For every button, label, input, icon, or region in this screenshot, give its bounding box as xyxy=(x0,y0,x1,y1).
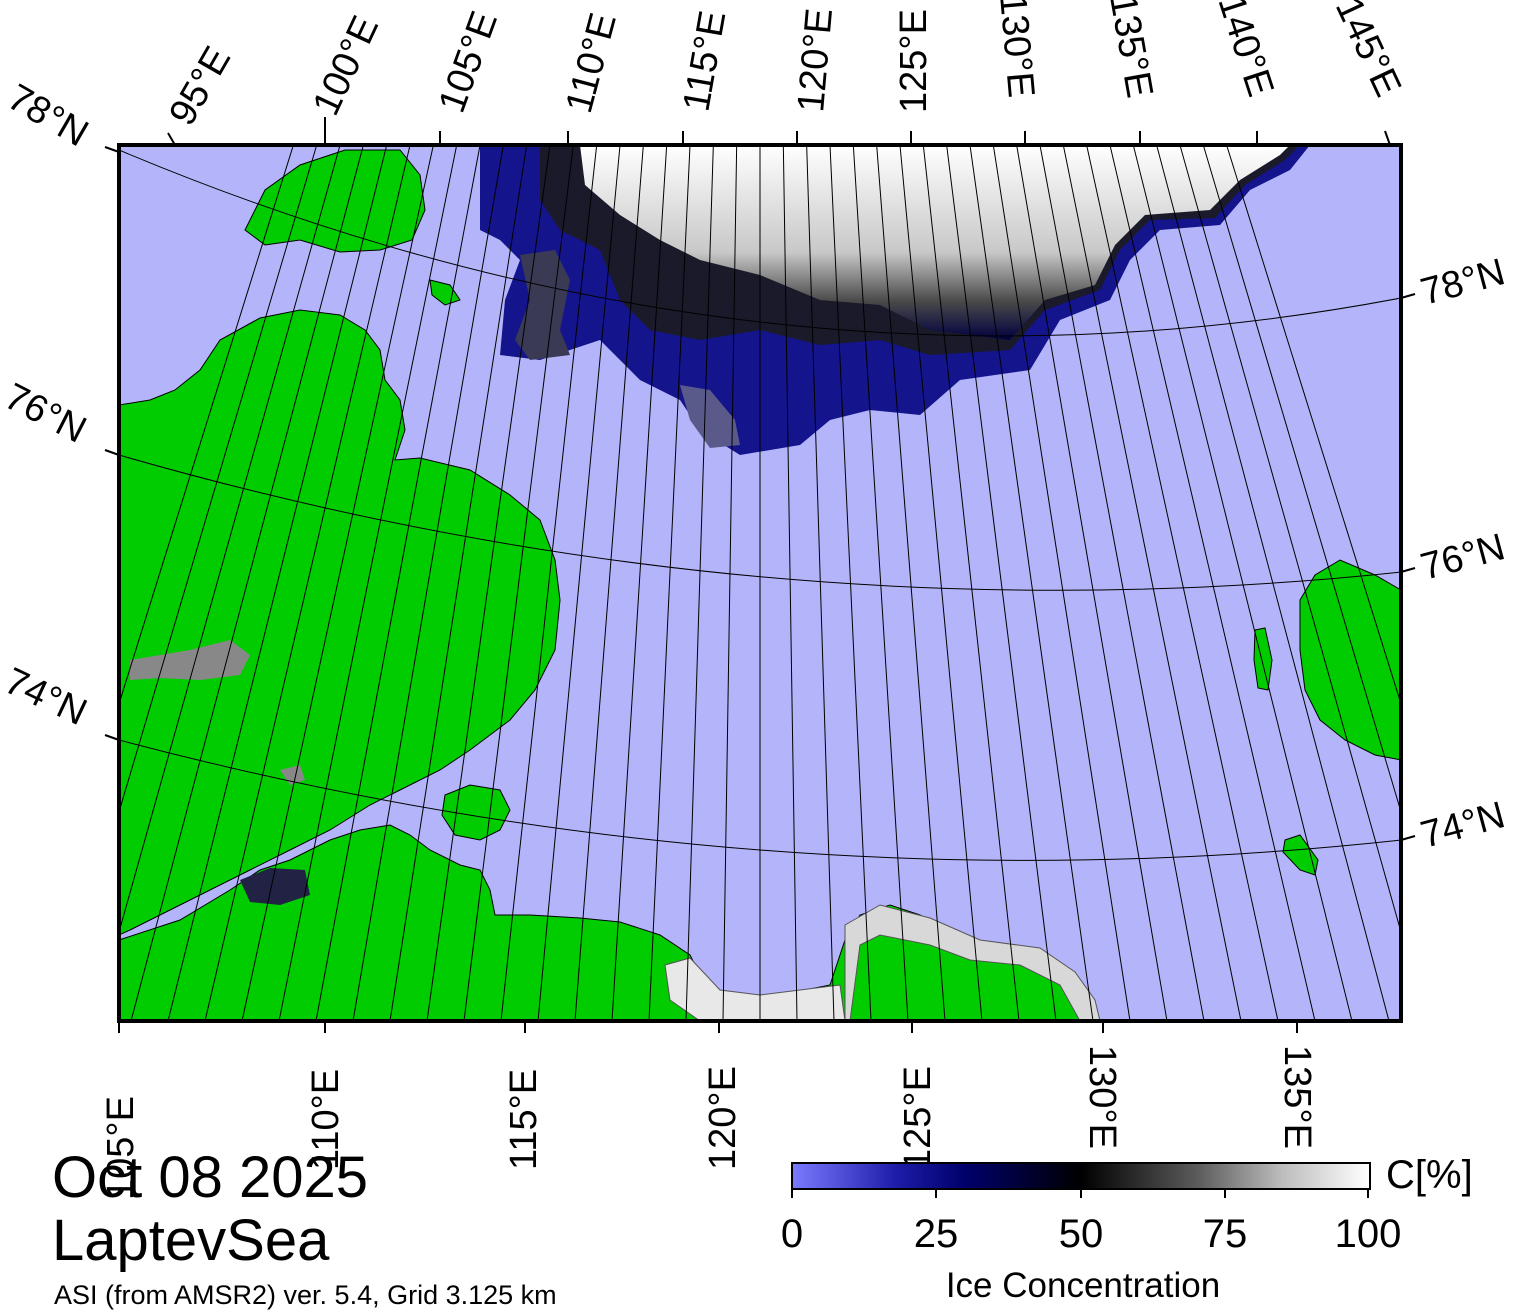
axis-ticks xyxy=(104,117,1416,1033)
colorbar-title: Ice Concentration xyxy=(945,1266,1221,1305)
top-lon-label: 110°E xyxy=(558,9,625,118)
meridian-line xyxy=(876,145,946,1021)
meridian-line xyxy=(648,145,691,1021)
top-lon-label: 105°E xyxy=(431,6,506,118)
meridian-line xyxy=(278,145,458,1021)
top-lon-label: 120°E xyxy=(790,7,841,114)
meridian-line xyxy=(537,145,621,1021)
bottom-lon-label: 135°E xyxy=(1276,1045,1318,1149)
meridian-line xyxy=(463,145,574,1021)
sea-ice-floe xyxy=(515,250,570,360)
meridian-line xyxy=(426,145,551,1021)
meridian-line xyxy=(315,145,481,1021)
meridian-line xyxy=(241,145,434,1021)
left-lat-label: 76°N xyxy=(0,376,93,452)
meridian-line xyxy=(1086,145,1279,1021)
land-kotelny xyxy=(1299,559,1401,761)
sea-ice-floe xyxy=(680,385,740,448)
coastal-ice xyxy=(664,957,846,1021)
top-lon-label: 125°E xyxy=(893,9,935,113)
meridian-line xyxy=(806,145,835,1021)
bottom-lon-label: 115°E xyxy=(503,1069,545,1170)
meridian-line xyxy=(130,145,364,1021)
meridian-line xyxy=(167,145,388,1021)
top-lon-label: 130°E xyxy=(991,0,1042,99)
top-lon-label: 140°E xyxy=(1209,0,1281,102)
meridian-line xyxy=(119,145,341,934)
top-lon-label: 100°E xyxy=(305,10,387,122)
colorbar-tick-label: 50 xyxy=(1058,1212,1104,1256)
top-lon-label: 115°E xyxy=(676,8,735,115)
meridian-line xyxy=(1062,145,1242,1021)
land-islet xyxy=(1282,834,1319,876)
meridian-line xyxy=(1039,145,1205,1021)
top-lon-label: 95°E xyxy=(161,40,239,133)
bottom-lon-label: 105°E xyxy=(100,1096,142,1200)
meridian-line xyxy=(352,145,504,1021)
colorbar-tick-label: 75 xyxy=(1202,1212,1248,1256)
meridian-line xyxy=(685,145,714,1021)
meridian-line xyxy=(611,145,668,1021)
land-gray-patch xyxy=(280,765,305,785)
land-islet xyxy=(1253,627,1273,691)
meridian-line xyxy=(1016,145,1168,1021)
meridian-line xyxy=(969,145,1094,1021)
meridian-line xyxy=(389,145,528,1021)
colorbar-tick xyxy=(1367,1188,1369,1198)
meridian-line xyxy=(1156,145,1390,1021)
colorbar-tick xyxy=(935,1188,937,1198)
meridian-line xyxy=(899,145,983,1021)
region-name: LaptevSea xyxy=(52,1208,330,1273)
land-island xyxy=(244,149,426,253)
colorbar-unit: C[%] xyxy=(1386,1153,1473,1197)
meridian-line xyxy=(119,145,318,814)
bottom-lon-label: 130°E xyxy=(1081,1045,1123,1149)
meridian-line xyxy=(204,145,411,1021)
graticule-meridians xyxy=(119,145,1401,1021)
meridian-line xyxy=(1132,145,1353,1021)
left-lat-label: 78°N xyxy=(1,76,96,155)
top-lon-label: 145°E xyxy=(1327,0,1409,103)
meridian-line xyxy=(992,145,1131,1021)
data-source-note: ASI (from AMSR2) ver. 5.4, Grid 3.125 km xyxy=(54,1280,557,1310)
meridian-line xyxy=(922,145,1020,1021)
meridian-line xyxy=(782,145,798,1021)
top-lon-label: 135°E xyxy=(1101,0,1160,101)
coastal-ice xyxy=(240,868,310,905)
coastal-ice xyxy=(844,904,1101,1021)
bottom-lon-label: 110°E xyxy=(305,1069,347,1170)
right-lat-label: 78°N xyxy=(1416,251,1509,314)
colorbar-tick xyxy=(1224,1188,1226,1198)
sea-ice-pack xyxy=(580,145,1290,340)
land-islet xyxy=(429,279,461,306)
colorbar-tick-label: 100 xyxy=(1334,1212,1402,1256)
bottom-lon-label: 125°E xyxy=(897,1066,939,1170)
meridian-line xyxy=(852,145,909,1021)
right-lat-label: 74°N xyxy=(1416,794,1509,857)
map-date: Oct 08 2025 xyxy=(52,1145,368,1210)
meridian-line xyxy=(1109,145,1316,1021)
meridian-line xyxy=(119,145,294,706)
bottom-lon-label: 120°E xyxy=(702,1066,744,1170)
colorbar-tick xyxy=(1080,1188,1082,1198)
meridian-line xyxy=(1226,145,1401,706)
colorbar-tick-label: 25 xyxy=(913,1212,959,1256)
left-lat-label: 74°N xyxy=(0,660,93,734)
meridian-line xyxy=(946,145,1057,1021)
meridian-line xyxy=(829,145,872,1021)
colorbar-tick-label: 0 xyxy=(780,1212,804,1256)
land-taymyr xyxy=(119,309,561,936)
right-lat-label: 76°N xyxy=(1416,526,1509,589)
meridian-line xyxy=(722,145,738,1021)
meridian-line xyxy=(574,145,644,1021)
meridian-line xyxy=(500,145,598,1021)
colorbar xyxy=(791,1162,1371,1190)
map-frame xyxy=(117,143,1403,1023)
land-islet xyxy=(441,784,511,841)
meridian-line xyxy=(1202,145,1401,814)
meridian-line xyxy=(1179,145,1401,934)
land-gray-patch xyxy=(130,640,250,680)
colorbar-tick xyxy=(791,1188,793,1198)
